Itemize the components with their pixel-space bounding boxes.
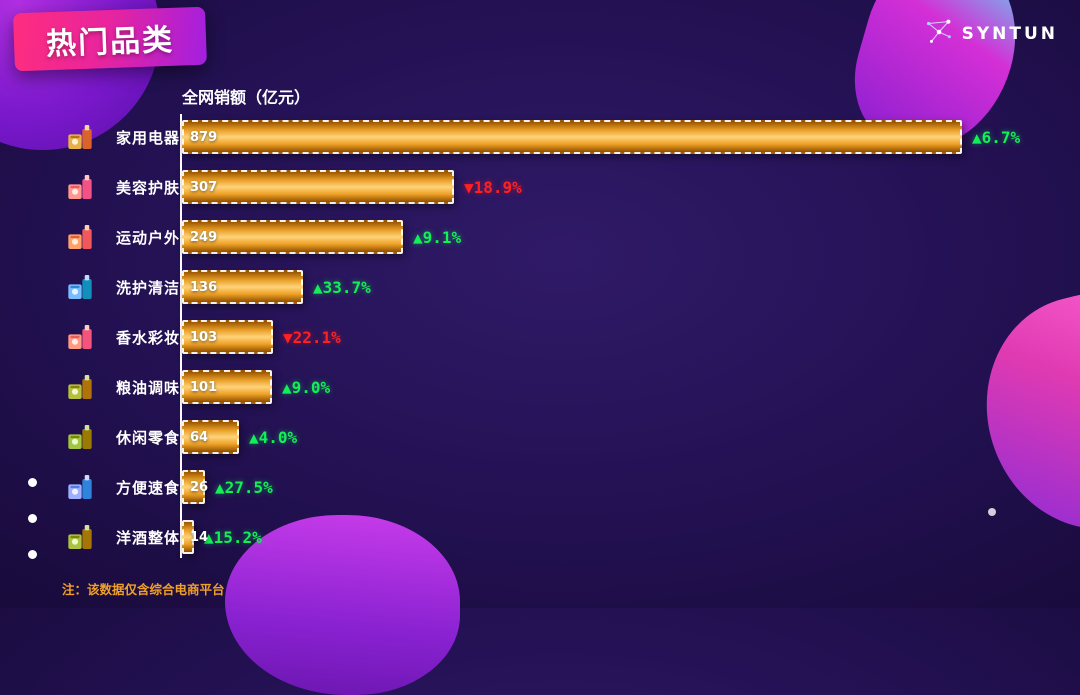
- brand-name: SYNTUN: [961, 24, 1058, 44]
- category-label: 运动户外: [115, 228, 180, 247]
- category-label: 美容护肤: [115, 178, 180, 197]
- change-label: ▲4.0%: [249, 427, 298, 447]
- bar-track: 879 ▲6.7%: [182, 120, 1072, 154]
- bar: [182, 370, 272, 404]
- y-axis-line: [180, 114, 182, 558]
- bar: [182, 220, 403, 254]
- change-label: ▼22.1%: [283, 327, 341, 347]
- bar-value: 136: [190, 279, 218, 295]
- chart-row: 香水彩妆 103 ▼22.1%: [58, 312, 1072, 362]
- bar: [182, 420, 239, 454]
- brand-logo: SYNTUN: [923, 16, 1058, 52]
- change-label: ▼18.9%: [464, 177, 522, 197]
- home-appliance-icon: [58, 121, 104, 153]
- snack-icon: [58, 421, 104, 453]
- slide-title-ribbon: 热门品类: [13, 6, 207, 72]
- bar-track: 64 ▲4.0%: [182, 420, 1072, 454]
- bar: [182, 270, 303, 304]
- slide-bullet-dot: [28, 478, 37, 487]
- chart-row: 洗护清洁 136 ▲33.7%: [58, 262, 1072, 312]
- grain-oil-icon: [58, 371, 104, 403]
- category-label: 休闲零食: [115, 428, 180, 447]
- liquor-icon: [58, 521, 104, 553]
- bar-track: 249 ▲9.1%: [182, 220, 1072, 254]
- category-label: 方便速食: [115, 478, 180, 497]
- category-label: 洋酒整体: [115, 528, 180, 547]
- change-label: ▲6.7%: [972, 127, 1021, 147]
- category-label: 家用电器: [115, 128, 180, 147]
- footnote: 注：该数据仅含综合电商平台: [62, 582, 225, 597]
- bar-track: 101 ▲9.0%: [182, 370, 1072, 404]
- change-label: ▲9.1%: [413, 227, 462, 247]
- change-label: ▲9.0%: [282, 377, 331, 397]
- chart-row: 休闲零食 64 ▲4.0%: [58, 412, 1072, 462]
- bar-track: 14 ▲15.2%: [182, 520, 1072, 554]
- chart-row: 美容护肤 307 ▼18.9%: [58, 162, 1072, 212]
- change-label: ▲33.7%: [313, 277, 371, 297]
- bar-value: 879: [190, 129, 218, 145]
- perfume-makeup-icon: [58, 321, 104, 353]
- category-label: 粮油调味: [115, 378, 180, 397]
- chart-row: 运动户外 249 ▲9.1%: [58, 212, 1072, 262]
- bar: [182, 470, 205, 504]
- network-nodes-icon: [923, 16, 955, 52]
- chart-row: 方便速食 26 ▲27.5%: [58, 462, 1072, 512]
- bar-value: 14: [190, 529, 209, 545]
- category-label: 香水彩妆: [115, 328, 180, 347]
- change-label: ▲15.2%: [204, 527, 262, 547]
- chart-title: 全网销额（亿元）: [182, 88, 311, 107]
- bar-track: 307 ▼18.9%: [182, 170, 1072, 204]
- slide-bullet-dot: [28, 550, 37, 559]
- bar-value: 307: [190, 179, 218, 195]
- chart-row: 洋酒整体 14 ▲15.2%: [58, 512, 1072, 562]
- bar-value: 26: [190, 479, 209, 495]
- bar-track: 26 ▲27.5%: [182, 470, 1072, 504]
- beauty-skincare-icon: [58, 171, 104, 203]
- bar-track: 103 ▼22.1%: [182, 320, 1072, 354]
- slide-bullet-dot: [28, 514, 37, 523]
- bar: [182, 120, 962, 154]
- slide-title: 热门品类: [45, 22, 175, 63]
- sales-bar-chart: 全网销额（亿元） 家用电器 879 ▲6.7%: [58, 84, 1072, 562]
- bar-value: 101: [190, 379, 218, 395]
- sports-outdoor-icon: [58, 221, 104, 253]
- bar: [182, 170, 454, 204]
- chart-row: 粮油调味 101 ▲9.0%: [58, 362, 1072, 412]
- category-label: 洗护清洁: [115, 278, 180, 297]
- bar: [182, 320, 273, 354]
- bar-track: 136 ▲33.7%: [182, 270, 1072, 304]
- chart-rows: 家用电器 879 ▲6.7% 美容护肤 307 ▼18.9%: [58, 112, 1072, 562]
- personal-care-icon: [58, 271, 104, 303]
- change-label: ▲27.5%: [215, 477, 273, 497]
- bar-value: 103: [190, 329, 218, 345]
- chart-row: 家用电器 879 ▲6.7%: [58, 112, 1072, 162]
- instant-food-icon: [58, 471, 104, 503]
- bar-value: 64: [190, 429, 209, 445]
- bar-value: 249: [190, 229, 218, 245]
- bar: [182, 520, 194, 554]
